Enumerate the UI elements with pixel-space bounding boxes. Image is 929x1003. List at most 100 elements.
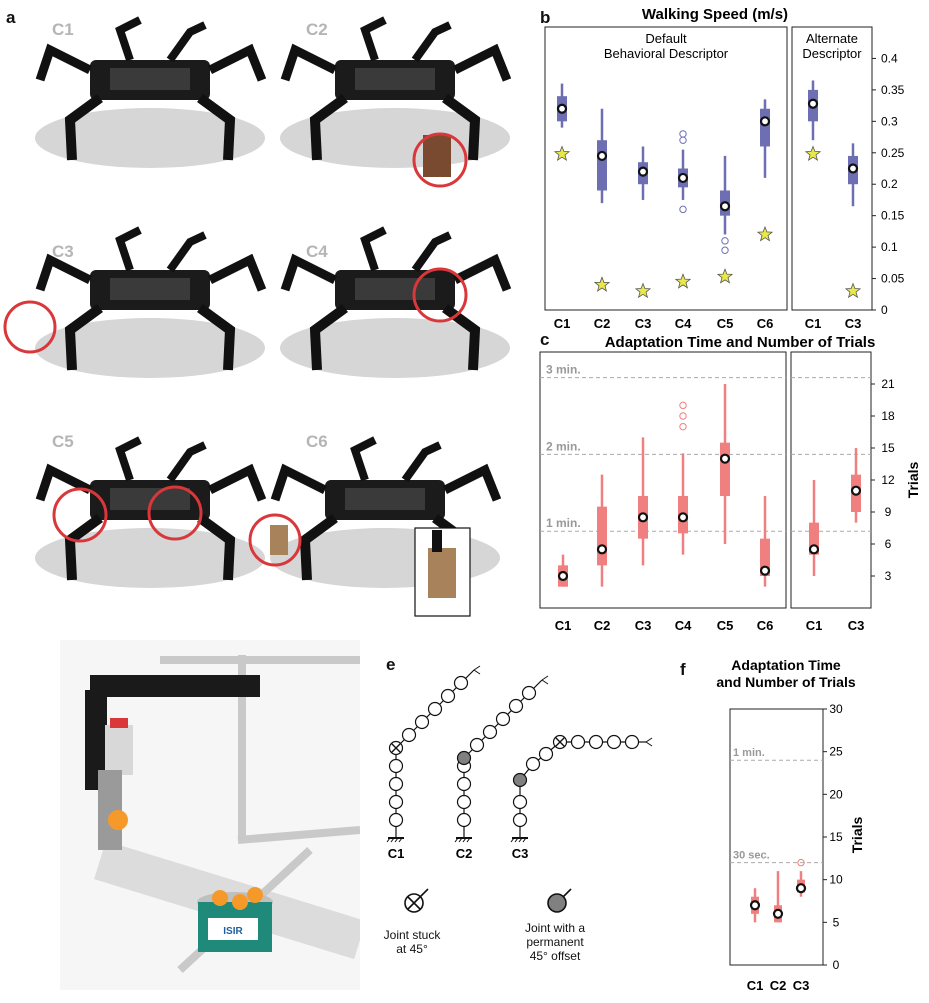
robot-c4 <box>280 230 510 378</box>
chart-f-title: Adaptation Time and Number of Trials <box>716 657 855 690</box>
arm-2-hatch--6 <box>454 837 459 843</box>
arm-2-gripper <box>541 675 549 685</box>
arm-3-joint-10 <box>624 734 640 750</box>
chart-c-xtick-0-5: C6 <box>757 618 774 633</box>
chart-b-0-C6-median <box>759 116 771 127</box>
chart-c-ytick-label-4: 15 <box>881 441 895 455</box>
chart-c-refline-label-1: 2 min. <box>546 439 581 453</box>
arm-3-joint-8 <box>588 734 604 750</box>
chart-c-0-C4-median <box>677 512 689 523</box>
arm-2-joint-6 <box>469 737 485 753</box>
chart-f-refline-label-0: 30 sec. <box>733 850 770 862</box>
chart-b-0-C6-box <box>760 108 770 147</box>
arm-1-joint-3 <box>388 776 404 792</box>
arm-2-joint-9 <box>508 698 524 714</box>
chart-f-ylabel: Trials <box>849 817 865 854</box>
chart-b-ytick-label-3: 0.15 <box>881 209 905 223</box>
arm-2-hatch-2 <box>462 837 467 843</box>
chart-c-0-C4-outlier-1 <box>679 412 687 420</box>
chart-c-1-C1-median <box>808 544 820 555</box>
chart-c-0-C3-median <box>637 512 649 523</box>
chart-b-star-0-4 <box>716 268 734 284</box>
chart-c-xtick-0-2: C3 <box>635 618 652 633</box>
chart-f-ytick-label-2: 10 <box>829 873 843 887</box>
chart-c-0-C2-box <box>597 506 607 566</box>
arm-3-joint-4 <box>525 756 541 772</box>
arm-3-joint-2 <box>512 794 528 810</box>
arm-1-hatch--6 <box>386 837 391 843</box>
chart-f-C3-median <box>795 883 807 894</box>
case-label-c6: C6 <box>306 432 328 451</box>
arm-1-hatch--2 <box>390 837 395 843</box>
chart-f-xtick-1: C2 <box>770 978 787 993</box>
chart-b-xtick-0-5: C6 <box>757 316 774 331</box>
chart-b-star-0-0 <box>553 145 571 162</box>
chart-b-subpanel-label-0: Default Behavioral Descriptor <box>604 31 729 61</box>
chart-c-0-C2-median <box>596 544 608 555</box>
chart-b-xtick-0-2: C3 <box>635 316 652 331</box>
chart-c-ytick-label-2: 9 <box>885 505 892 519</box>
chart-b-star-0-2 <box>634 282 652 299</box>
arm-2-joint-1 <box>456 812 472 828</box>
walking-speed-chart: Walking Speed (m/s) Default Behavioral Des… <box>544 6 905 331</box>
arm-2-joint-3 <box>456 776 472 792</box>
chart-c-ylabel: Trials <box>905 462 921 499</box>
panel-letter-a: a <box>6 8 16 27</box>
chart-b-xtick-1-0: C1 <box>805 316 822 331</box>
arm-3-hatch-6 <box>522 837 527 843</box>
panel-letter-f: f <box>680 660 686 679</box>
arm-3-joint-1 <box>512 812 528 828</box>
chart-c-refline-label-2: 3 min. <box>546 363 581 377</box>
chart-b-0-C1-median <box>556 103 568 114</box>
arm-1-joint-8 <box>427 701 443 717</box>
chart-c-ytick-label-6: 21 <box>881 377 895 391</box>
arm-2-joint-10 <box>521 685 537 701</box>
arm-1-joint-10 <box>453 675 469 691</box>
chart-b-xtick-0-0: C1 <box>554 316 571 331</box>
arm-3-joint-3 <box>512 772 528 788</box>
robot-c1 <box>35 20 265 168</box>
chart-b-xtick-0-4: C5 <box>717 316 734 331</box>
chart-f-C2-median <box>772 908 784 919</box>
arm-1-joint-2 <box>388 794 404 810</box>
chart-c-0-C5-box <box>720 442 730 496</box>
arm-2-joint-7 <box>482 724 498 740</box>
chart-c-1-C1-box <box>809 522 819 555</box>
arm-1-joint-1 <box>388 812 404 828</box>
chart-c-xtick-0-0: C1 <box>555 618 572 633</box>
chart-c-frame-0 <box>539 351 787 609</box>
chart-b-star-0-3 <box>674 273 692 289</box>
chart-c-1-C3-median <box>850 485 862 496</box>
arm-1-joint-9 <box>440 688 456 704</box>
chart-b-ytick-label-1: 0.05 <box>881 272 905 286</box>
chart-b-0-C4-outlier-2 <box>679 130 687 138</box>
arm-1-joint-6 <box>401 727 417 743</box>
chart-c-0-C6-median <box>759 565 771 576</box>
chart-b-0-C2-box <box>597 140 607 191</box>
chart-b-0-C3-median <box>637 166 649 177</box>
chart-b-star-0-5 <box>756 225 774 242</box>
panel-letter-e: e <box>386 655 396 674</box>
chart-b-frame-1 <box>791 26 873 311</box>
chart-f-C1-median <box>749 900 761 911</box>
chart-b-1-C3-median <box>847 163 859 174</box>
robot-c5 <box>35 440 265 588</box>
robot-photo-grid <box>3 0 530 617</box>
arm-1-hatch-2 <box>394 837 399 843</box>
chart-b-xtick-0-1: C2 <box>594 316 611 331</box>
chart-f-ytick-label-5: 25 <box>829 745 843 759</box>
arm-3-joint-5 <box>538 746 554 762</box>
arm-2-joint-5 <box>456 750 472 766</box>
chart-f-C3-outlier-0 <box>797 858 805 867</box>
joint-offset-legend-label: Joint with a permanent 45° offset <box>524 921 586 963</box>
robot-c3 <box>3 230 265 378</box>
chart-b-star-1-1 <box>844 282 862 299</box>
can-label: ISIR <box>223 926 243 937</box>
arm-3-joint-9 <box>606 734 622 750</box>
chart-f-xtick-0: C1 <box>747 978 764 993</box>
arm-3-hatch--6 <box>510 837 515 843</box>
case-label-c1: C1 <box>52 20 74 39</box>
arm-1-label: C1 <box>388 846 405 861</box>
chart-b-0-C2-median <box>596 150 608 162</box>
arm-3-hatch--2 <box>514 837 519 843</box>
